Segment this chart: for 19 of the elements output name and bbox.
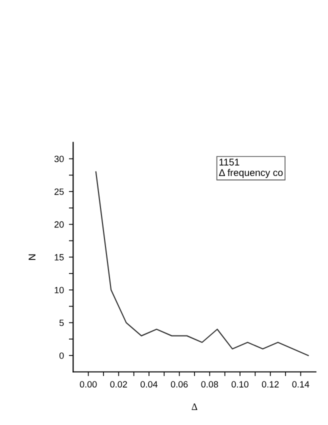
x-tick-label: 0.10	[232, 381, 248, 388]
y-tick-label: 30	[54, 156, 64, 162]
x-tick-label: 0.04	[140, 381, 158, 388]
y-tick-label: 0	[59, 352, 64, 359]
x-tick-label: 0.06	[170, 381, 188, 388]
x-tick-label: 0.12	[262, 381, 279, 388]
x-tick-label: 0.02	[110, 381, 127, 388]
y-tick-label: 10	[54, 286, 64, 294]
x-axis-title: Δ	[192, 404, 198, 410]
y-tick-label: 5	[59, 320, 64, 326]
annotation: Δ frequency co	[219, 168, 283, 178]
y-tick-label: 15	[54, 254, 64, 260]
y-tick-label: 20	[54, 221, 64, 228]
annotation: 1151	[220, 158, 240, 166]
y-axis-title: N	[28, 254, 36, 260]
x-tick-label: 0.14	[292, 381, 310, 388]
y-tick-label: 25	[54, 188, 64, 195]
x-tick-label: 0.00	[80, 381, 97, 388]
x-tick-label: 0.08	[201, 381, 218, 388]
